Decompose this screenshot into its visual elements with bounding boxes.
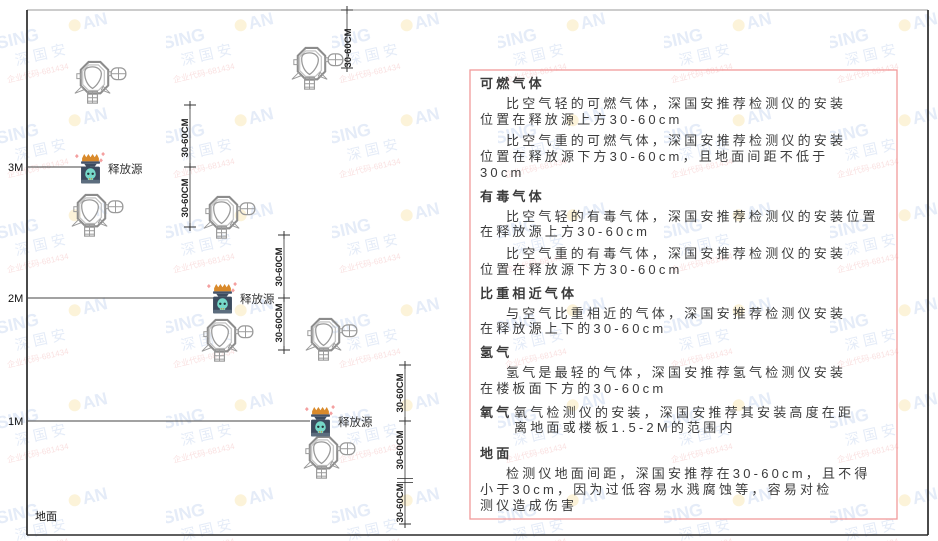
svg-text:1M: 1M [8,416,23,428]
svg-text:30-60CM: 30-60CM [395,373,406,412]
svg-text:3M: 3M [8,162,23,174]
svg-text:释放源: 释放源 [108,162,143,176]
svg-text:30-60CM: 30-60CM [395,430,406,469]
svg-text:30-60CM: 30-60CM [274,247,285,286]
svg-text:30-60CM: 30-60CM [274,303,285,342]
svg-text:30-60CM: 30-60CM [180,118,191,157]
svg-text:30-60CM: 30-60CM [343,28,354,67]
svg-text:30-60CM: 30-60CM [395,483,406,522]
svg-text:地面: 地面 [35,510,57,523]
svg-text:释放源: 释放源 [338,415,373,429]
svg-text:2M: 2M [8,293,23,305]
svg-text:释放源: 释放源 [240,292,275,306]
svg-text:30-60CM: 30-60CM [180,178,191,217]
